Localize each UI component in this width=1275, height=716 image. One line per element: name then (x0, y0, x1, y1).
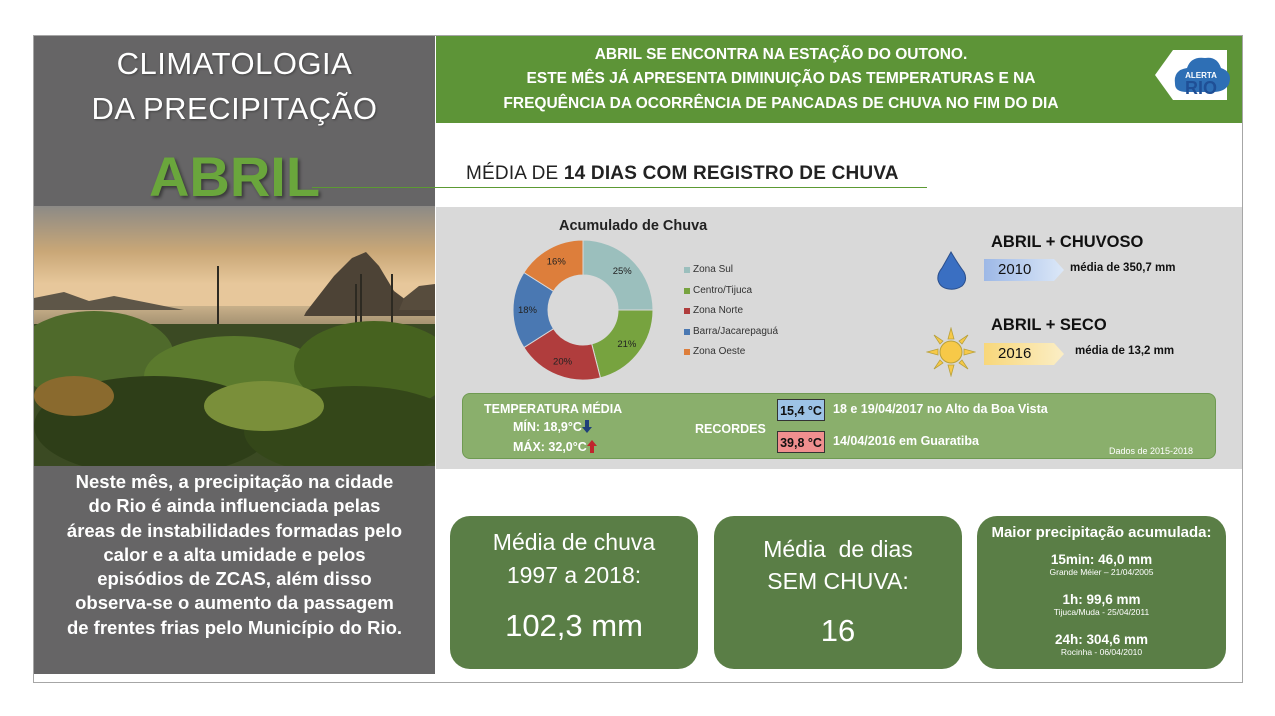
title-box: CLIMATOLOGIA DA PRECIPITAÇÃO ABRIL (34, 36, 435, 208)
donut-slice-label: 20% (553, 357, 573, 368)
temperature-title: TEMPERATURA MÉDIA (484, 402, 623, 416)
description-line: observa-se o aumento da passagem (75, 592, 394, 614)
legend-label: Centro/Tijuca (693, 284, 753, 296)
description-line: calor e a alta umidade e pelos (103, 543, 366, 565)
sun-icon (926, 327, 976, 377)
logo-top-text: ALERTA (1185, 71, 1217, 80)
arrow-down-icon (581, 420, 592, 433)
max-1h: 1h: 99,6 mm Tijuca/Muda - 25/04/2011 (977, 592, 1226, 617)
rain-average-card: Média de chuva 1997 a 2018: 102,3 mm (450, 516, 698, 669)
description-line: áreas de instabilidades formadas pelo (66, 519, 403, 541)
max-precipitation-title: Maior precipitação acumulada: (991, 524, 1212, 541)
dry-days-line1: Média de dias (763, 536, 913, 562)
donut-slice (523, 239, 584, 292)
max-15min-value: 15min: 46,0 mm (1050, 552, 1153, 567)
max-24h-place: Rocinha - 06/04/2010 (1060, 647, 1143, 657)
max-24h: 24h: 304,6 mm Rocinha - 06/04/2010 (977, 632, 1226, 657)
rain-average-value: 102,3 mm (505, 608, 643, 643)
banner-line-3: FREQUÊNCIA DA OCORRÊNCIA DE PANCADAS DE … (503, 95, 1059, 112)
rio-landscape-photo (34, 206, 435, 466)
max-1h-value: 1h: 99,6 mm (1062, 592, 1141, 607)
legend-label: Barra/Jacarepaguá (693, 325, 779, 337)
max-1h-place: Tijuca/Muda - 25/04/2011 (1053, 607, 1150, 617)
season-banner: ABRIL SE ENCONTRA NA ESTAÇÃO DO OUTONO. … (436, 36, 1242, 123)
legend-swatch (684, 328, 690, 335)
donut-slice-label: 21% (617, 339, 637, 350)
wettest-year-tag-bg (984, 259, 1064, 281)
temperature-max-value: MÁX: 32,0°C (513, 440, 587, 454)
max-precipitation-card: Maior precipitação acumulada: 15min: 46,… (977, 516, 1226, 669)
legend-swatch (684, 308, 690, 314)
banner-line-2: ESTE MÊS JÁ APRESENTA DIMINUIÇÃO DAS TEM… (526, 70, 1036, 87)
driest-year: 2016 (998, 345, 1032, 362)
legend-swatch (684, 267, 690, 273)
temperature-box (462, 393, 1216, 459)
rain-days-headline: MÉDIA DE 14 DIAS COM REGISTRO DE CHUVA (466, 163, 899, 185)
wettest-note: média de 350,7 mm (1070, 262, 1176, 274)
donut-slice-label: 25% (613, 266, 633, 277)
description-text: Neste mês, a precipitação na cidade do R… (34, 470, 435, 640)
dry-days-card: Média de dias SEM CHUVA: 16 (714, 516, 962, 669)
legend-swatch (684, 349, 690, 355)
legend-label: Zona Norte (693, 305, 744, 316)
record-low-text: 18 e 19/04/2017 no Alto da Boa Vista (833, 402, 1048, 416)
month-title: ABRIL (148, 145, 321, 208)
temperature-min: MÍN: 18,9°C (513, 420, 592, 434)
description-line: do Rio é ainda influenciada pelas (88, 495, 381, 517)
description-line: Neste mês, a precipitação na cidade (75, 471, 394, 492)
driest-year-tag-bg (984, 343, 1064, 365)
description-line: de frentes frias pelo Município do Rio. (66, 616, 403, 638)
driest-title: ABRIL + SECO (991, 316, 1107, 334)
legend-label: Zona Sul (693, 264, 734, 275)
logo-bottom-text: RIO (1185, 78, 1217, 98)
alerta-rio-logo: ALERTA RIO (1153, 44, 1235, 106)
description-box: Neste mês, a precipitação na cidade do R… (34, 466, 435, 674)
dry-days-line2: SEM CHUVA: (767, 568, 909, 594)
raindrop-icon (937, 250, 967, 290)
record-low-value: 15,4 °C (777, 399, 825, 421)
record-high-value: 39,8 °C (777, 431, 825, 453)
data-period: Dados de 2015-2018 (1109, 446, 1194, 456)
temperature-max: MÁX: 32,0°C (513, 440, 597, 454)
rain-average-line2: 1997 a 2018: (506, 562, 642, 588)
rain-days-highlight: 14 DIAS COM REGISTRO DE CHUVA (563, 163, 899, 184)
dry-days-value: 16 (820, 613, 856, 648)
records-label: RECORDES (695, 422, 766, 436)
max-15min: 15min: 46,0 mm Grande Méier – 21/04/2005 (977, 552, 1226, 577)
title-line-2: DA PRECIPITAÇÃO (91, 91, 378, 126)
rain-days-prefix: MÉDIA DE (466, 163, 564, 184)
legend-label: Zona Oeste (693, 346, 746, 357)
legend-swatch (684, 287, 690, 294)
rain-average-line1: Média de chuva (492, 529, 656, 555)
max-24h-value: 24h: 304,6 mm (1054, 632, 1149, 647)
arrow-up-icon (586, 440, 597, 453)
donut-slice-label: 18% (518, 305, 538, 316)
donut-slice-label: 16% (547, 256, 567, 267)
rain-donut-chart: 25% 21% 20% 18% 16% (512, 239, 654, 381)
max-15min-place: Grande Méier – 21/04/2005 (1049, 567, 1154, 577)
description-line: episódios de ZCAS, além disso (97, 568, 372, 590)
record-high-text: 14/04/2016 em Guaratiba (833, 434, 979, 448)
chart-title: Acumulado de Chuva (559, 218, 708, 234)
wettest-title: ABRIL + CHUVOSO (991, 233, 1144, 251)
banner-line-1: ABRIL SE ENCONTRA NA ESTAÇÃO DO OUTONO. (594, 46, 968, 63)
driest-note: média de 13,2 mm (1075, 345, 1175, 357)
title-line-1: CLIMATOLOGIA (116, 46, 353, 81)
title-underline (312, 187, 927, 188)
wettest-year: 2010 (998, 261, 1032, 278)
temperature-min-value: MÍN: 18,9°C (513, 420, 582, 434)
